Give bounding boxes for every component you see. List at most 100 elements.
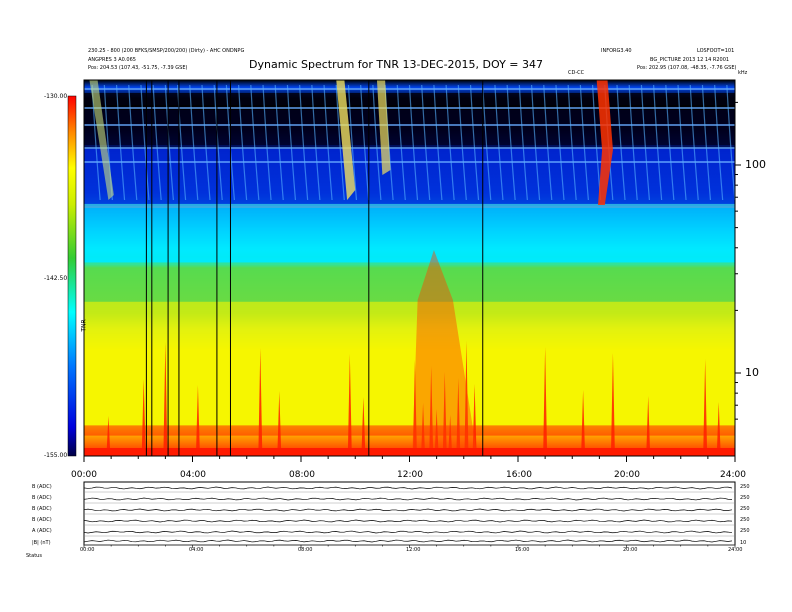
emission-spike [581, 390, 586, 456]
streak [494, 84, 504, 201]
header-right-line2: LOSFOOT=101 [697, 48, 735, 54]
x-tick-label: 20:00 [614, 470, 640, 480]
streak [567, 84, 577, 201]
panel-trace [83, 530, 733, 534]
streak [201, 84, 211, 201]
panel-trace [83, 497, 733, 501]
streak [506, 84, 516, 201]
streak [469, 84, 480, 201]
emission-spike [429, 366, 434, 456]
header-left-line3: Pos: 204.53 (107.43, -51.75, -7.39 GSE) [88, 65, 188, 71]
emission-spike [141, 379, 146, 456]
header-left-line2: ANGPRES 3 A0.065 [88, 57, 136, 63]
streak [433, 84, 443, 201]
streak [714, 84, 724, 201]
streak [530, 84, 541, 201]
streak [250, 84, 260, 201]
panel-right-label: 250 [740, 517, 750, 523]
panel-label: |B| (nT) [32, 540, 51, 546]
radio-burst [336, 80, 356, 200]
streak [628, 84, 638, 201]
panel-right-label: 250 [740, 495, 750, 501]
emission-spike [258, 348, 263, 456]
panel-x-tick-label: 08:00 [298, 547, 313, 553]
data-panels [83, 481, 736, 548]
streak [140, 84, 150, 201]
panel-x-tick-label: 16:00 [515, 547, 530, 553]
colorbar-bottom-label: -155.00 [44, 452, 68, 459]
streak [445, 84, 455, 201]
header-left-line1: 230.25 - 800 (200 BFKS/SMSP/200/200) (Di… [88, 48, 245, 54]
emission-spike [434, 409, 439, 456]
panel-label: B (ADC) [32, 495, 52, 501]
colorbar-mid-label: -142.50 [44, 275, 68, 282]
panel-footer-label: Status [26, 553, 42, 559]
panel-label: B (ADC) [32, 506, 52, 512]
y-tick-label-10: 10 [745, 366, 759, 379]
emission-spike [448, 415, 453, 456]
streak [262, 84, 272, 201]
horizontal-stripe [84, 124, 735, 126]
radio-burst [596, 80, 613, 205]
panel-x-tick-label: 12:00 [406, 547, 421, 553]
panel-trace [83, 486, 733, 490]
streak [665, 84, 675, 201]
emission-spike [456, 378, 461, 456]
emission-spike [716, 402, 721, 456]
emission-spike [195, 385, 200, 456]
streak [555, 84, 565, 201]
streak [164, 84, 174, 201]
colorbar [67, 95, 77, 457]
streak [396, 84, 406, 201]
horizontal-stripe [84, 161, 735, 163]
streak [189, 84, 199, 201]
radio-burst [89, 80, 114, 200]
colorbar-top-label: -130.00 [44, 93, 68, 100]
dark-band [84, 110, 735, 145]
chart-title: Dynamic Spectrum for TNR 13-DEC-2015, DO… [249, 58, 543, 71]
panel-x-tick-label: 04:00 [189, 547, 204, 553]
streak [225, 84, 236, 201]
emission-spike [163, 342, 168, 456]
panel-label: B (ADC) [32, 517, 52, 523]
streak [238, 84, 248, 201]
horizontal-stripe [84, 147, 735, 149]
streak [701, 84, 712, 201]
streak [689, 84, 699, 201]
panel-trace [83, 508, 733, 512]
spectrogram [83, 79, 741, 462]
streak [115, 84, 126, 201]
emission-spike [472, 384, 477, 456]
emission-spike [106, 416, 111, 456]
header-mid-label: CD-CC [568, 70, 585, 76]
streak [518, 84, 528, 201]
horizontal-stripe [84, 204, 735, 208]
frequency-band [84, 203, 735, 263]
panel-label: A (ADC) [32, 528, 52, 534]
streak [616, 84, 626, 201]
streak [372, 84, 382, 201]
frequency-band [84, 148, 735, 204]
streak [213, 84, 223, 201]
panel-trace [83, 519, 733, 523]
kHz-corner-label: kHz [738, 70, 748, 76]
emission-spike [421, 403, 426, 456]
x-tick-label: 08:00 [289, 470, 315, 480]
streak [482, 84, 492, 201]
colorbar-side-label: TNR [80, 319, 88, 332]
streak [299, 84, 309, 201]
emission-cluster [412, 250, 478, 456]
streak [176, 84, 187, 201]
frequency-band [84, 262, 735, 302]
emission-spike [442, 372, 447, 456]
panel-x-tick-label: 00:00 [80, 547, 95, 553]
panel-right-label: 250 [740, 484, 750, 490]
frequency-band [84, 425, 735, 436]
emission-spike [464, 341, 469, 456]
emission-spike [646, 396, 651, 456]
panel-frame [83, 481, 736, 546]
streak [421, 84, 431, 201]
emission-spike [347, 354, 352, 456]
y-tick-label-100: 100 [745, 158, 766, 171]
